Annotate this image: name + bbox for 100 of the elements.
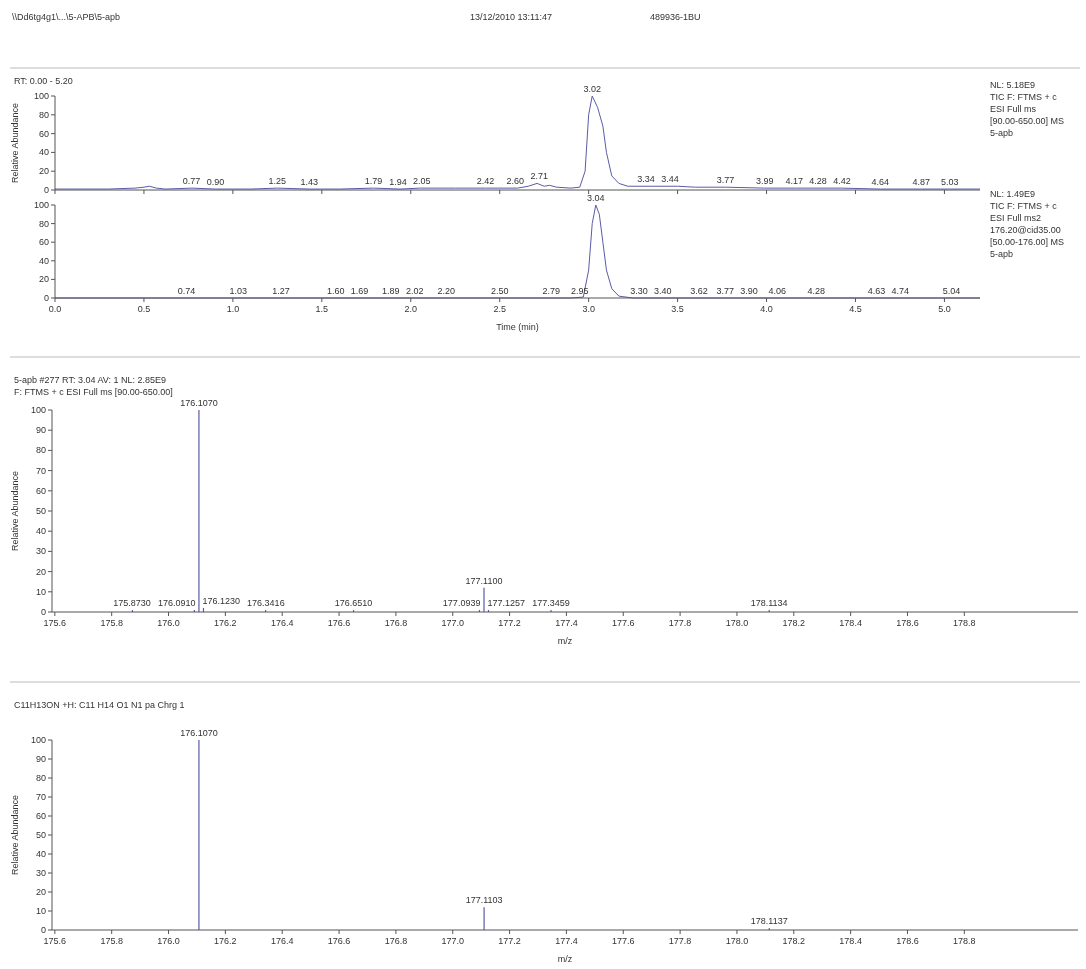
x-tick-label: 175.8	[100, 618, 123, 628]
y-tick-label: 40	[38, 255, 49, 266]
x-tick-label: 178.8	[953, 618, 976, 628]
x-tick-label: 4.0	[760, 304, 773, 314]
x-tick-label: 176.6	[327, 618, 351, 628]
y-tick-label: 0	[40, 607, 46, 617]
y-tick-label: 90	[35, 425, 46, 436]
x-tick-label: 5.0	[938, 304, 951, 314]
y-tick-label: 10	[35, 586, 46, 597]
annotation: 178.1137	[750, 916, 788, 927]
annotation: 2.02	[405, 286, 424, 296]
x-tick-label: 0.5	[137, 304, 151, 314]
annotation: 2.95	[570, 286, 589, 296]
y-tick-label: 70	[35, 465, 46, 476]
y-tick-label: 30	[35, 868, 46, 878]
text: \\Dd6tg4g1\...\5-APB\5-apb	[12, 12, 121, 22]
x-tick-label: 178.6	[896, 618, 919, 628]
x-tick-label: 175.6	[43, 618, 67, 628]
annotation: 3.02	[583, 84, 601, 94]
annotation: 177.1100	[465, 575, 503, 586]
annotation: 1.25	[268, 176, 287, 187]
annotation: 178.1134	[750, 597, 788, 608]
annotation: 1.27	[272, 286, 290, 296]
chart-subtitle: F: FTMS + c ESI Full ms [90.00-650.00]	[14, 387, 173, 397]
text: [50.00-176.00] MS	[990, 237, 1065, 247]
x-tick-label: 176.6	[327, 936, 351, 946]
x-tick-label: 176.8	[384, 618, 408, 628]
annotation: 3.30	[630, 286, 648, 296]
y-tick-label: 20	[35, 566, 46, 577]
annotation: 2.79	[542, 286, 561, 296]
x-tick-label: 177.0	[441, 618, 464, 628]
annotation: 3.77	[716, 175, 735, 186]
y-tick-label: 20	[38, 166, 49, 177]
x-axis-title: m/z	[557, 636, 573, 646]
x-tick-label: 177.2	[498, 618, 521, 628]
chart-title: C11H13ON +H: C11 H14 O1 N1 pa Chrg 1	[14, 700, 185, 710]
annotation: 1.69	[350, 286, 369, 296]
x-tick-label: 178.8	[953, 936, 976, 946]
x-tick-label: 176.2	[214, 936, 237, 946]
annotation: 4.64	[871, 177, 890, 188]
y-tick-label: 60	[35, 811, 46, 821]
chart-title: 5-apb #277 RT: 3.04 AV: 1 NL: 2.85E9	[14, 375, 166, 385]
x-tick-label: 177.0	[441, 936, 464, 946]
x-tick-label: 3.5	[671, 304, 684, 314]
x-tick-label: 1.0	[226, 304, 240, 314]
x-tick-label: 177.8	[668, 936, 692, 946]
x-tick-label: 1.5	[315, 304, 329, 314]
annotation: 176.1070	[180, 398, 218, 408]
y-tick-label: 80	[35, 445, 46, 456]
text: ESI Full ms2	[990, 213, 1042, 223]
annotation: 3.62	[690, 286, 708, 296]
x-tick-label: 177.4	[555, 936, 578, 946]
annotation: 176.1230	[202, 595, 241, 606]
annotation: 1.43	[300, 177, 319, 188]
annotation: 3.90	[740, 286, 758, 296]
x-tick-label: 4.5	[849, 304, 862, 314]
y-tick-label: 0	[43, 185, 49, 195]
x-tick-label: 177.2	[498, 936, 521, 946]
text: [90.00-650.00] MS	[990, 116, 1065, 126]
annotation: 4.74	[891, 286, 910, 296]
x-axis-title: Time (min)	[496, 322, 539, 332]
x-tick-label: 177.6	[612, 936, 635, 946]
annotation: 0.90	[206, 177, 225, 188]
x-tick-label: 178.4	[839, 936, 862, 946]
text: TIC F: FTMS + c	[990, 92, 1058, 102]
x-tick-label: 177.8	[668, 618, 692, 628]
annotation: 4.28	[807, 286, 826, 296]
y-tick-label: 60	[38, 237, 49, 248]
y-tick-label: 100	[33, 200, 49, 210]
annotation: 4.42	[833, 176, 851, 187]
y-tick-label: 50	[35, 506, 46, 516]
y-axis-title: Relative Abundance	[10, 102, 20, 184]
x-tick-label: 176.4	[270, 618, 294, 628]
y-axis-title: Relative Abundance	[10, 794, 20, 876]
annotation: 176.6510	[334, 597, 373, 608]
y-tick-label: 70	[35, 792, 46, 802]
annotation: 1.03	[229, 286, 247, 296]
y-tick-label: 100	[30, 405, 46, 415]
annotation: 177.0939	[442, 597, 481, 608]
x-tick-label: 178.2	[782, 936, 806, 946]
text: 5-apb	[990, 249, 1014, 259]
y-tick-label: 60	[38, 128, 49, 139]
annotation: 1.89	[382, 286, 400, 296]
x-tick-label: 175.6	[43, 936, 67, 946]
annotation: 0.74	[177, 286, 196, 296]
text: NL: 5.18E9	[990, 80, 1036, 90]
y-tick-label: 80	[38, 218, 49, 229]
text: 176.20@cid35.00	[990, 225, 1061, 235]
y-tick-label: 50	[35, 830, 46, 840]
annotation: 4.87	[912, 177, 931, 188]
y-tick-label: 0	[40, 925, 46, 935]
annotation: 1.79	[364, 176, 383, 187]
annotation: 2.42	[476, 176, 495, 187]
y-tick-label: 20	[38, 274, 49, 285]
annotation: 176.0910	[157, 597, 196, 608]
x-tick-label: 176.0	[157, 618, 180, 628]
annotation: 3.44	[661, 174, 679, 185]
x-tick-label: 176.8	[384, 936, 408, 946]
annotation: 177.1257	[487, 597, 526, 608]
annotation: 4.28	[809, 176, 827, 187]
